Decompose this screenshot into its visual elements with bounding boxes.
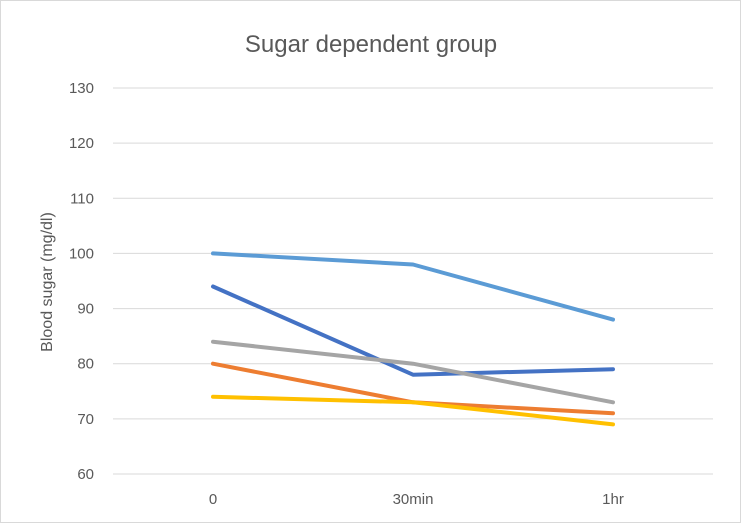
gridlines	[113, 87, 713, 475]
series-line-3	[211, 339, 615, 405]
y-tick-label: 100	[69, 245, 94, 262]
x-tick-label: 1hr	[602, 491, 624, 508]
y-tick-label: 90	[77, 301, 94, 318]
y-tick-label: 70	[77, 411, 94, 428]
y-tick-label: 60	[77, 466, 94, 483]
y-tick-label: 120	[69, 135, 94, 152]
series-lines	[211, 251, 615, 427]
y-tick-label: 110	[70, 190, 94, 207]
series-line-1	[211, 251, 615, 322]
y-tick-label: 80	[77, 356, 94, 373]
y-axis-ticks: 60 70 80 90 100 110 120 130	[69, 80, 94, 483]
y-tick-label: 130	[69, 80, 94, 97]
series-line-2	[211, 284, 615, 377]
series-line-5	[211, 394, 615, 427]
x-tick-label: 0	[209, 491, 217, 508]
y-axis-title: Blood sugar (mg/dl)	[39, 212, 56, 352]
chart-title: Sugar dependent group	[245, 31, 497, 58]
x-axis-ticks: 0 30min 1hr	[209, 491, 624, 508]
x-tick-label: 30min	[393, 491, 434, 508]
